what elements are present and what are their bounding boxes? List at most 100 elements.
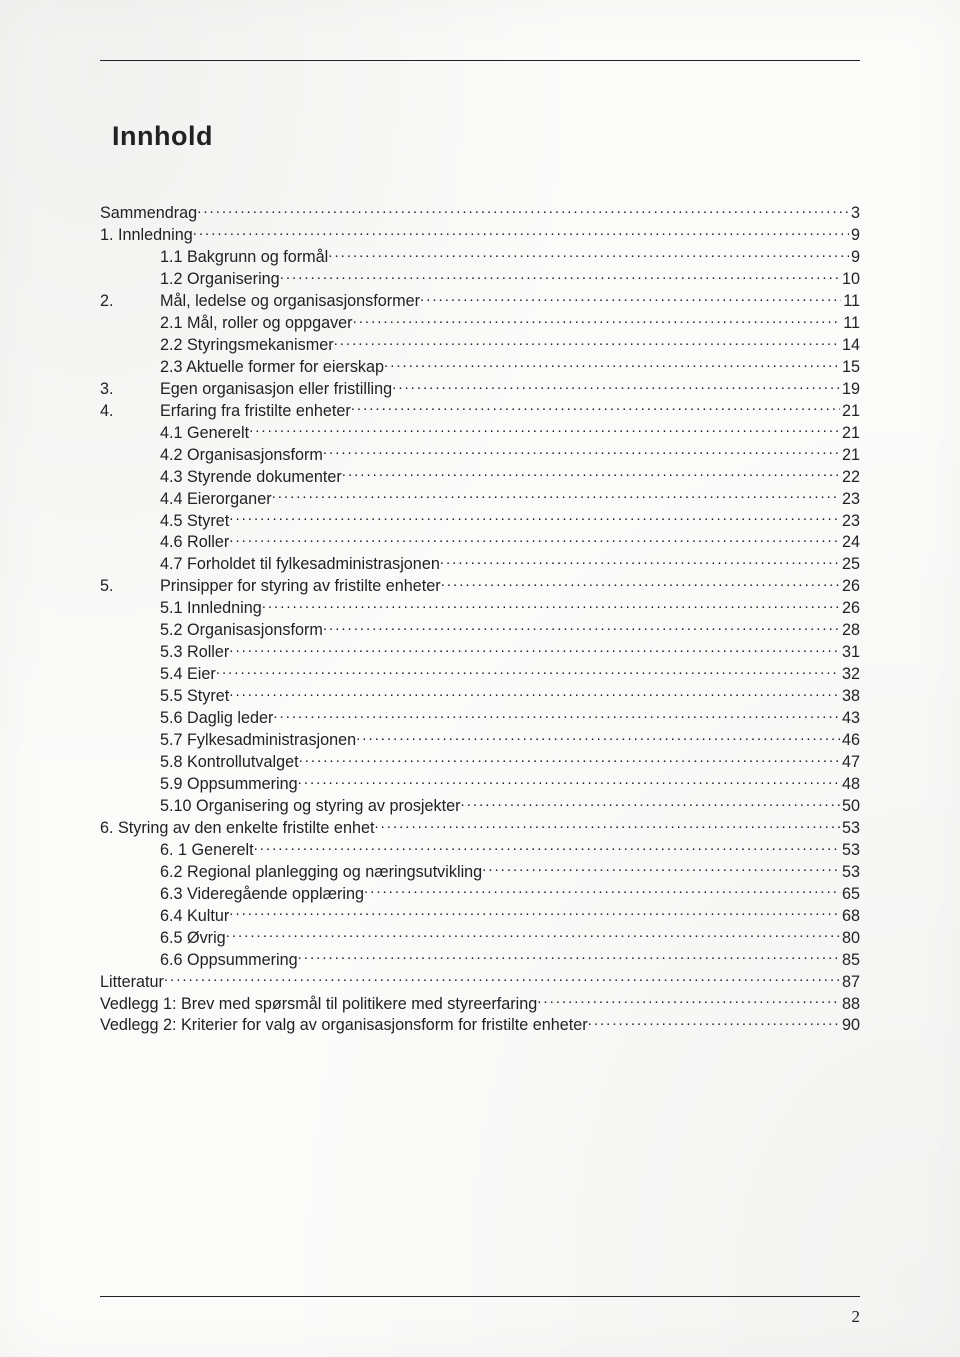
toc-row: 5.7 Fylkesadministrasjonen 46 <box>100 729 860 751</box>
toc-entry-page: 26 <box>840 599 860 619</box>
toc-entry-page: 53 <box>840 841 860 861</box>
toc-row: Sammendrag 3 <box>100 202 860 224</box>
toc-entry-label: Vedlegg 1: Brev med spørsmål til politik… <box>100 995 537 1015</box>
toc-row: 3.Egen organisasjon eller fristilling19 <box>100 378 860 400</box>
toc-leader-dots <box>461 795 840 811</box>
toc-entry-page: 65 <box>840 885 860 905</box>
toc-row: 5.3 Roller 31 <box>100 641 860 663</box>
toc-leader-dots <box>298 773 840 789</box>
toc-leader-dots <box>273 707 840 723</box>
toc-entry-label: 6. Styring av den enkelte fristilte enhe… <box>100 819 374 839</box>
toc-entry-label: 6.3 Videregående opplæring <box>160 885 364 905</box>
toc-leader-dots <box>441 575 840 591</box>
toc-entry-label: 4.3 Styrende dokumenter <box>160 468 342 488</box>
toc-entry-page: 9 <box>849 248 860 268</box>
toc-entry-page: 43 <box>840 709 860 729</box>
toc-entry-page: 26 <box>840 577 860 597</box>
toc-leader-dots <box>226 926 840 942</box>
toc-entry-page: 48 <box>840 775 860 795</box>
toc-leader-dots <box>482 861 840 877</box>
toc-entry-label: Egen organisasjon eller fristilling <box>160 380 392 400</box>
toc-row: 5.6 Daglig leder 43 <box>100 707 860 729</box>
toc-row: 5.1 Innledning 26 <box>100 597 860 619</box>
toc-leader-dots <box>374 817 840 833</box>
toc-entry-label: 5.2 Organisasjonsform <box>160 621 323 641</box>
toc-entry-page: 46 <box>840 731 860 751</box>
toc-entry-page: 47 <box>840 753 860 773</box>
toc-entry-label: 4.7 Forholdet til fylkesadministrasjonen <box>160 555 440 575</box>
toc-leader-dots <box>392 378 840 394</box>
toc-row: 1.2 Organisering 10 <box>100 268 860 290</box>
toc-leader-dots <box>356 729 840 745</box>
toc-leader-dots <box>384 356 840 372</box>
toc-row: 6.3 Videregående opplæring 65 <box>100 883 860 905</box>
toc-entry-number: 5. <box>100 577 160 597</box>
toc-entry-label: 5.5 Styret <box>160 687 229 707</box>
toc-entry-page: 3 <box>849 204 860 224</box>
toc-entry-label: Prinsipper for styring av fristilte enhe… <box>160 577 441 597</box>
toc-row: 4.6 Roller24 <box>100 531 860 553</box>
toc-entry-label: 6.5 Øvrig <box>160 929 226 949</box>
toc-leader-dots <box>353 312 842 328</box>
toc-entry-page: 31 <box>840 643 860 663</box>
toc-entry-label: 5.7 Fylkesadministrasjonen <box>160 731 356 751</box>
toc-entry-label: 5.3 Roller <box>160 643 229 663</box>
toc-row: 5.Prinsipper for styring av fristilte en… <box>100 575 860 597</box>
toc-entry-label: 2.3 Aktuelle former for eierskap <box>160 358 384 378</box>
toc-row: 4.2 Organisasjonsform21 <box>100 443 860 465</box>
toc-entry-page: 11 <box>841 292 860 312</box>
toc-entry-page: 68 <box>840 907 860 927</box>
toc-entry-label: 5.1 Innledning <box>160 599 262 619</box>
toc-leader-dots <box>249 422 840 438</box>
toc-entry-page: 23 <box>840 490 860 510</box>
toc-entry-label: Erfaring fra fristilte enheter <box>160 402 351 422</box>
toc-row: 5.8 Kontrollutvalget47 <box>100 751 860 773</box>
toc-row: 5.10 Organisering og styring av prosjekt… <box>100 795 860 817</box>
toc-entry-label: 1. Innledning <box>100 226 193 246</box>
toc-leader-dots <box>229 685 840 701</box>
toc-row: 1. Innledning9 <box>100 224 860 246</box>
top-rule <box>100 60 860 61</box>
toc-entry-label: 6. 1 Generelt <box>160 841 254 861</box>
bottom-rule <box>100 1296 860 1297</box>
toc-row: 2.3 Aktuelle former for eierskap15 <box>100 356 860 378</box>
toc-entry-label: 2.2 Styringsmekanismer <box>160 336 334 356</box>
toc-leader-dots <box>280 268 840 284</box>
toc-entry-page: 85 <box>840 951 860 971</box>
toc-row: 5.2 Organisasjonsform28 <box>100 619 860 641</box>
toc-leader-dots <box>229 509 840 525</box>
toc-row: 4.7 Forholdet til fylkesadministrasjonen… <box>100 553 860 575</box>
page-number: 2 <box>852 1307 861 1327</box>
toc-row: 6.2 Regional planlegging og næringsutvik… <box>100 861 860 883</box>
toc-leader-dots <box>323 619 840 635</box>
toc-entry-label: Vedlegg 2: Kriterier for valg av organis… <box>100 1016 588 1036</box>
toc-row: 6.6 Oppsummering85 <box>100 948 860 970</box>
table-of-contents: Sammendrag31. Innledning91.1 Bakgrunn og… <box>100 202 860 1036</box>
toc-row: 2.Mål, ledelse og organisasjonsformer11 <box>100 290 860 312</box>
toc-row: Vedlegg 2: Kriterier for valg av organis… <box>100 1014 860 1036</box>
toc-entry-page: 53 <box>840 863 860 883</box>
toc-leader-dots <box>229 641 840 657</box>
toc-entry-page: 19 <box>840 380 860 400</box>
toc-entry-page: 10 <box>840 270 860 290</box>
toc-row: 4.1 Generelt21 <box>100 422 860 444</box>
toc-entry-label: 5.6 Daglig leder <box>160 709 273 729</box>
toc-row: 6. 1 Generelt 53 <box>100 839 860 861</box>
toc-leader-dots <box>351 400 840 416</box>
toc-entry-label: 1.2 Organisering <box>160 270 280 290</box>
toc-row: 4.3 Styrende dokumenter22 <box>100 465 860 487</box>
toc-entry-page: 21 <box>840 402 860 422</box>
toc-leader-dots <box>193 224 849 240</box>
toc-entry-label: 1.1 Bakgrunn og formål <box>160 248 328 268</box>
toc-row: Litteratur87 <box>100 970 860 992</box>
toc-entry-label: Sammendrag <box>100 204 197 224</box>
toc-entry-page: 87 <box>840 973 860 993</box>
toc-leader-dots <box>164 970 840 986</box>
toc-leader-dots <box>229 531 840 547</box>
toc-entry-page: 25 <box>840 555 860 575</box>
toc-leader-dots <box>440 553 840 569</box>
toc-row: 4.5 Styret23 <box>100 509 860 531</box>
page-title: Innhold <box>112 121 860 152</box>
toc-entry-number: 2. <box>100 292 160 312</box>
toc-entry-page: 11 <box>841 314 860 334</box>
